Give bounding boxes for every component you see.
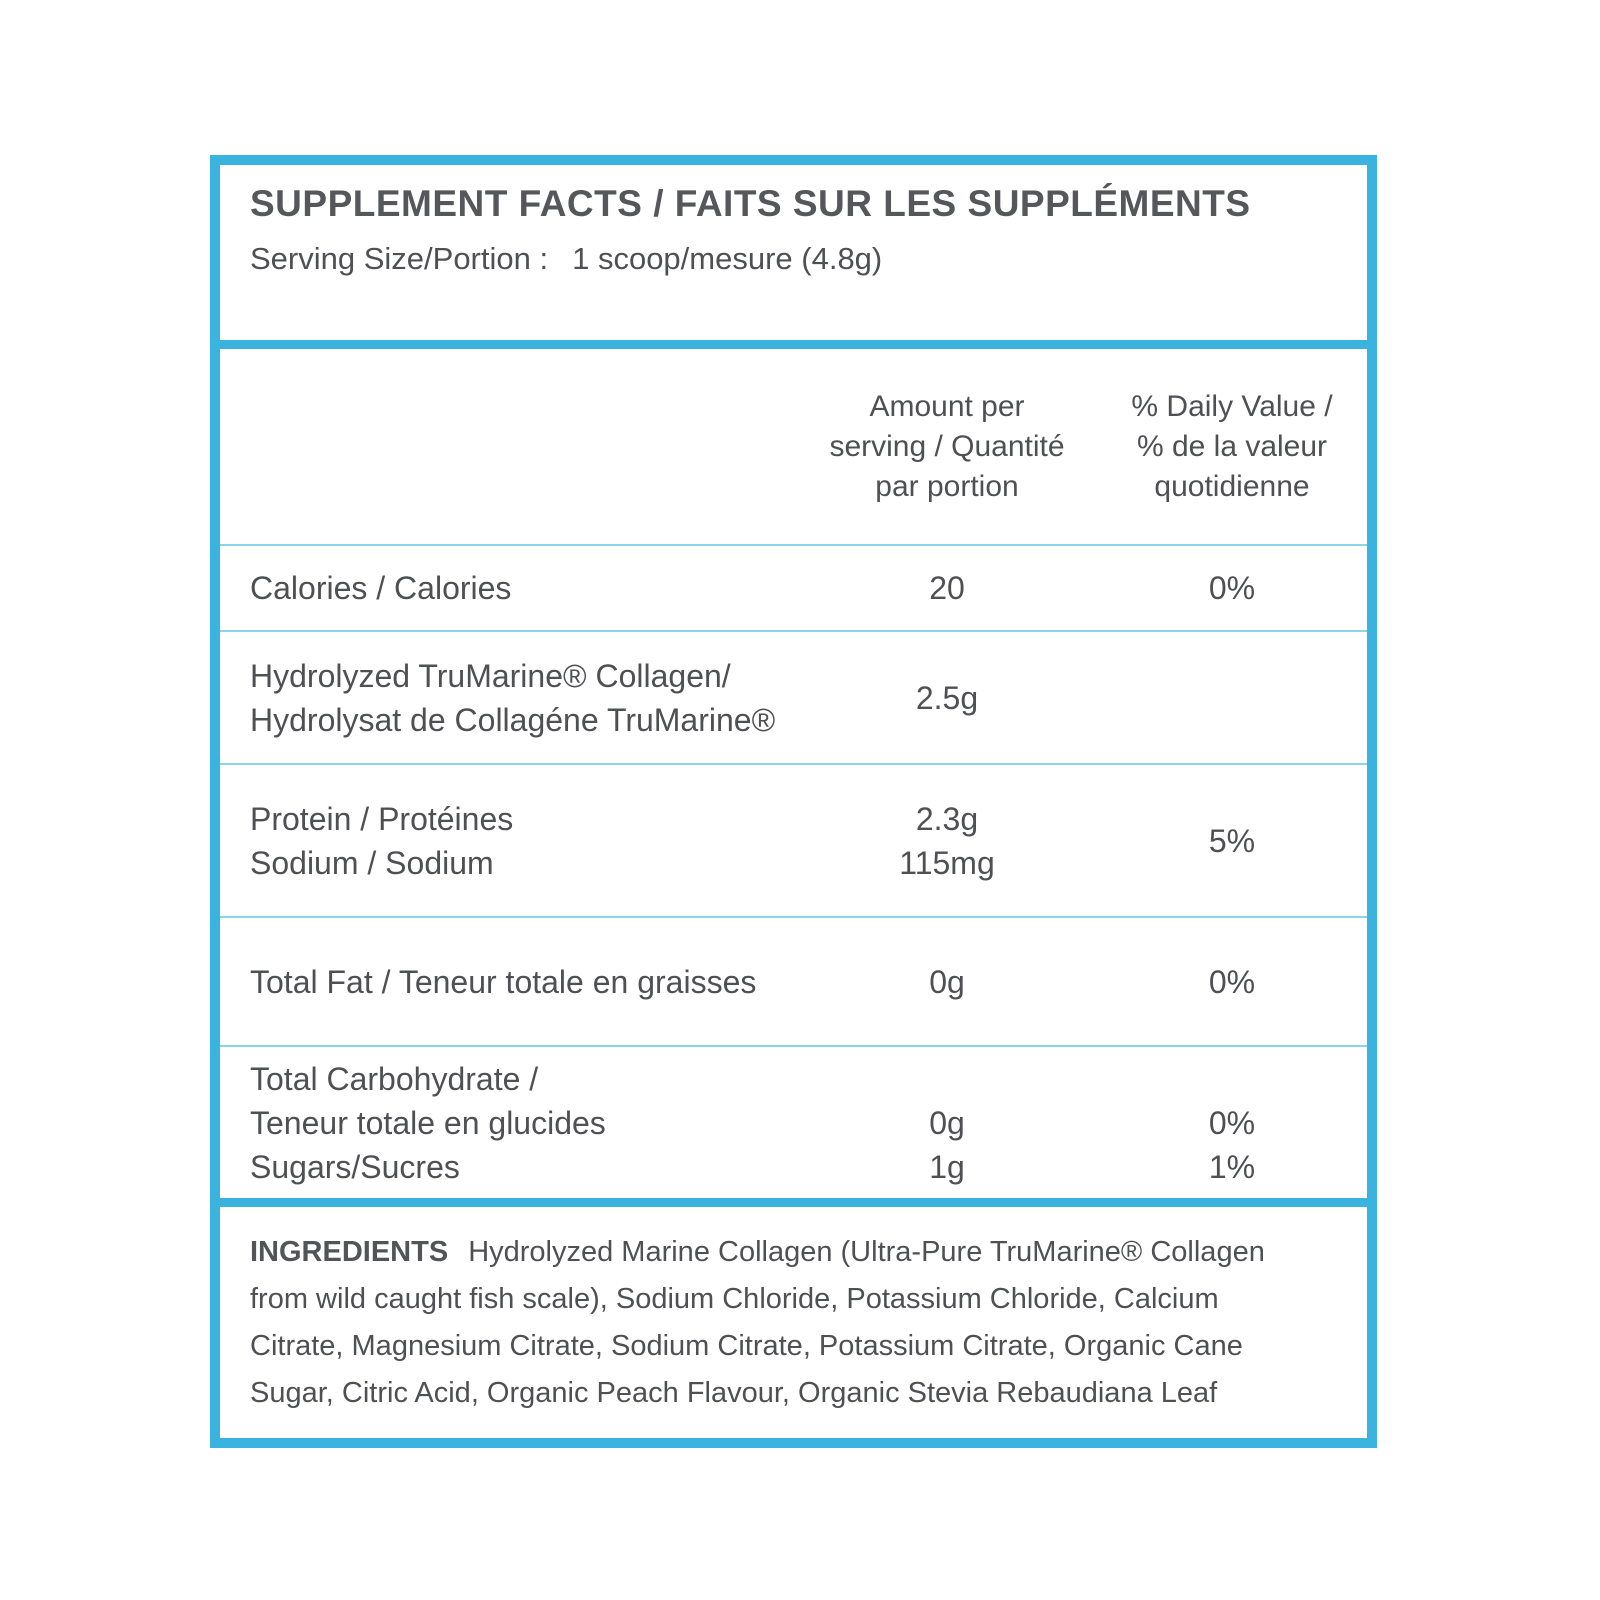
dv-header-line: % de la valeur [1136,429,1328,463]
serving-size-value: 1 scoop/mesure (4.8g) [572,241,883,276]
dv-value: 0% [1208,570,1256,606]
row-label-line: Hydrolysat de Collagéne TruMarine® [250,701,776,738]
dv-cell: 0% [1097,546,1367,630]
serving-size-line: Serving Size/Portion : 1 scoop/mesure (4.… [250,241,1337,277]
ingredients-heading: INGREDIENTS [250,1236,449,1268]
amount-cell: 20 [797,546,1097,630]
row-label-line: Sugars/Sucres [250,1148,460,1185]
amount-cell: 2.3g 115mg [797,765,1097,916]
amount-value: 0g [929,1104,965,1141]
dv-cell: 0% [1097,918,1367,1045]
label-title: SUPPLEMENT FACTS / FAITS SUR LES SUPPLÉM… [250,183,1251,224]
ingredients-text: Hydrolyzed Marine Collagen (Ultra-Pure T… [250,1236,1265,1409]
dv-header-line: % Daily Value / [1131,389,1333,423]
ingredients-paragraph: INGREDIENTS Hydrolyzed Marine Collagen (U… [250,1229,1319,1417]
dv-cell: 5% [1097,765,1367,916]
table-header-row: Amount per serving / Quantité par portio… [220,349,1367,546]
table-row-calories: Calories / Calories 20 0% [220,546,1367,632]
dv-header-line: quotidienne [1154,469,1310,503]
amount-value: 2.3g [915,800,979,837]
table-row-total-fat: Total Fat / Teneur totale en graisses 0g… [220,918,1367,1047]
dv-value: 5% [1208,822,1256,859]
table-row-protein-sodium: Protein / Protéines Sodium / Sodium 2.3g… [220,765,1367,918]
row-label-cell: Total Fat / Teneur totale en graisses [220,918,797,1045]
table-row-collagen: Hydrolyzed TruMarine® Collagen/ Hydrolys… [220,632,1367,765]
row-label-line: Total Carbohydrate / [250,1060,539,1097]
row-label-line: Total Fat / Teneur totale en graisses [250,963,757,1000]
amount-value: 1g [929,1148,965,1185]
row-label-line: Protein / Protéines [250,800,514,837]
amount-header-line: Amount per [869,389,1025,423]
dv-value: 0% [1208,963,1256,1000]
amount-cell: 2.5g [797,632,1097,763]
row-label-cell: Hydrolyzed TruMarine® Collagen/ Hydrolys… [220,632,797,763]
supplement-facts-label: SUPPLEMENT FACTS / FAITS SUR LES SUPPLÉM… [210,155,1377,1448]
row-label-line: Hydrolyzed TruMarine® Collagen/ [250,657,731,694]
row-label-cell: Calories / Calories [220,546,797,630]
ingredients-section: INGREDIENTS Hydrolyzed Marine Collagen (U… [220,1198,1367,1417]
dv-cell [1097,632,1367,763]
row-label-line: Sodium / Sodium [250,844,494,881]
table-row-carbohydrate: Total Carbohydrate / Teneur totale en gl… [220,1047,1367,1198]
row-label-cell: Total Carbohydrate / Teneur totale en gl… [220,1047,797,1198]
dv-value: 1% [1208,1148,1256,1185]
dv-value: 0% [1208,1104,1256,1141]
daily-value-column-header: % Daily Value / % de la valeur quotidien… [1097,349,1367,544]
amount-value: 2.5g [915,679,979,716]
row-label-line: Teneur totale en glucides [250,1104,606,1141]
amount-value: 20 [929,570,965,606]
dv-cell: 0% 1% [1097,1047,1367,1198]
amount-value: 0g [929,963,965,1000]
amount-cell: 0g 1g [797,1047,1097,1198]
amount-cell: 0g [797,918,1097,1045]
title-section: SUPPLEMENT FACTS / FAITS SUR LES SUPPLÉM… [220,165,1367,340]
amount-value: 115mg [899,844,995,881]
row-label-line: Calories / Calories [250,570,512,606]
amount-header-line: serving / Quantité [829,429,1065,463]
row-label-cell: Protein / Protéines Sodium / Sodium [220,765,797,916]
serving-size-label: Serving Size/Portion : [250,241,549,276]
amount-header-line: par portion [875,469,1019,503]
header-label-cell [220,349,797,544]
nutrition-table: Amount per serving / Quantité par portio… [220,340,1367,1198]
amount-column-header: Amount per serving / Quantité par portio… [797,349,1097,544]
